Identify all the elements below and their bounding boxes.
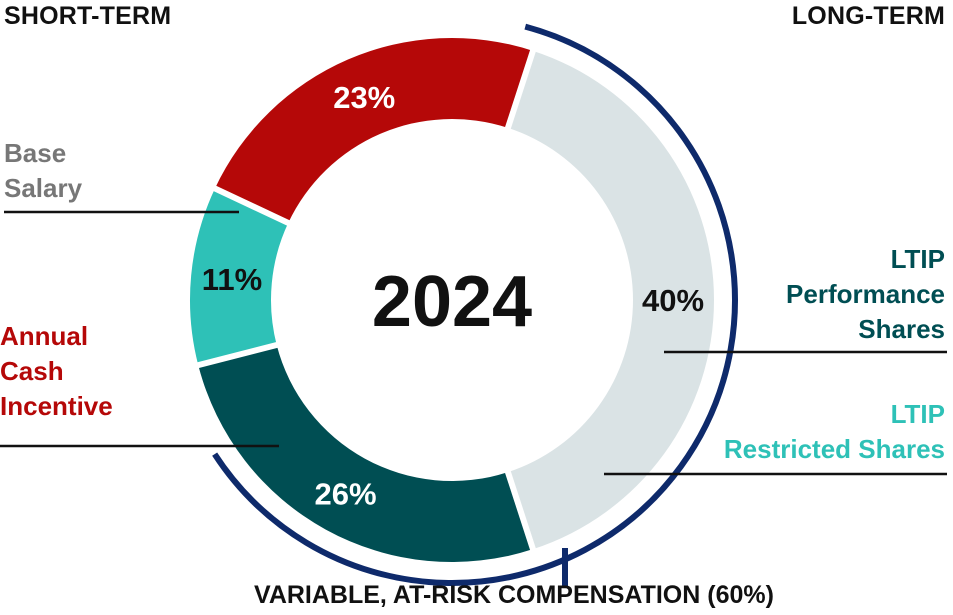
base-salary-label-line: Base xyxy=(4,138,67,168)
slice-value-label-ltip-restricted-shares: 11% xyxy=(202,262,262,297)
long-term-header: LONG-TERM xyxy=(791,2,945,30)
slice-separator xyxy=(194,341,281,369)
ltip-restricted-shares-label-line: LTIP xyxy=(890,399,945,429)
ltip-restricted-shares-label-line: Restricted Shares xyxy=(723,434,945,464)
annual-cash-incentive-label-line: Incentive xyxy=(0,391,113,421)
slice-separator xyxy=(504,468,537,553)
slice-ltip-restricted-shares xyxy=(190,188,289,366)
slice-value-label-annual-cash-incentive: 23% xyxy=(333,80,395,115)
ltip-performance-shares-label-line: Shares xyxy=(858,314,945,344)
slice-separator xyxy=(504,47,537,132)
ltip-restricted-shares-label: LTIP Restricted Shares xyxy=(724,397,945,467)
short-term-header: SHORT-TERM xyxy=(4,2,172,30)
slice-separator xyxy=(210,184,293,227)
slice-ltip-performance-shares xyxy=(198,345,533,562)
ltip-performance-shares-label-line: Performance xyxy=(786,279,945,309)
base-salary-label-line: Salary xyxy=(4,173,83,203)
slice-base-salary xyxy=(507,50,715,550)
base-salary-label: Base Salary xyxy=(4,136,82,206)
variable-compensation-bracket xyxy=(212,23,738,586)
annual-cash-incentive-label-line: Cash xyxy=(0,356,64,386)
ltip-performance-shares-label-line: LTIP xyxy=(890,244,945,274)
annual-cash-incentive-label: Annual Cash Incentive xyxy=(0,319,113,424)
slice-annual-cash-incentive xyxy=(214,38,533,223)
annual-cash-incentive-label-line: Annual xyxy=(0,321,89,351)
slice-value-label-ltip-performance-shares: 26% xyxy=(315,477,377,512)
variable-compensation-caption: VARIABLE, AT-RISK COMPENSATION (60%) xyxy=(254,581,774,609)
ltip-performance-shares-label: LTIP Performance Shares xyxy=(786,242,945,347)
slice-value-label-base-salary: 40% xyxy=(642,283,704,318)
center-year-label: 2024 xyxy=(372,262,532,342)
